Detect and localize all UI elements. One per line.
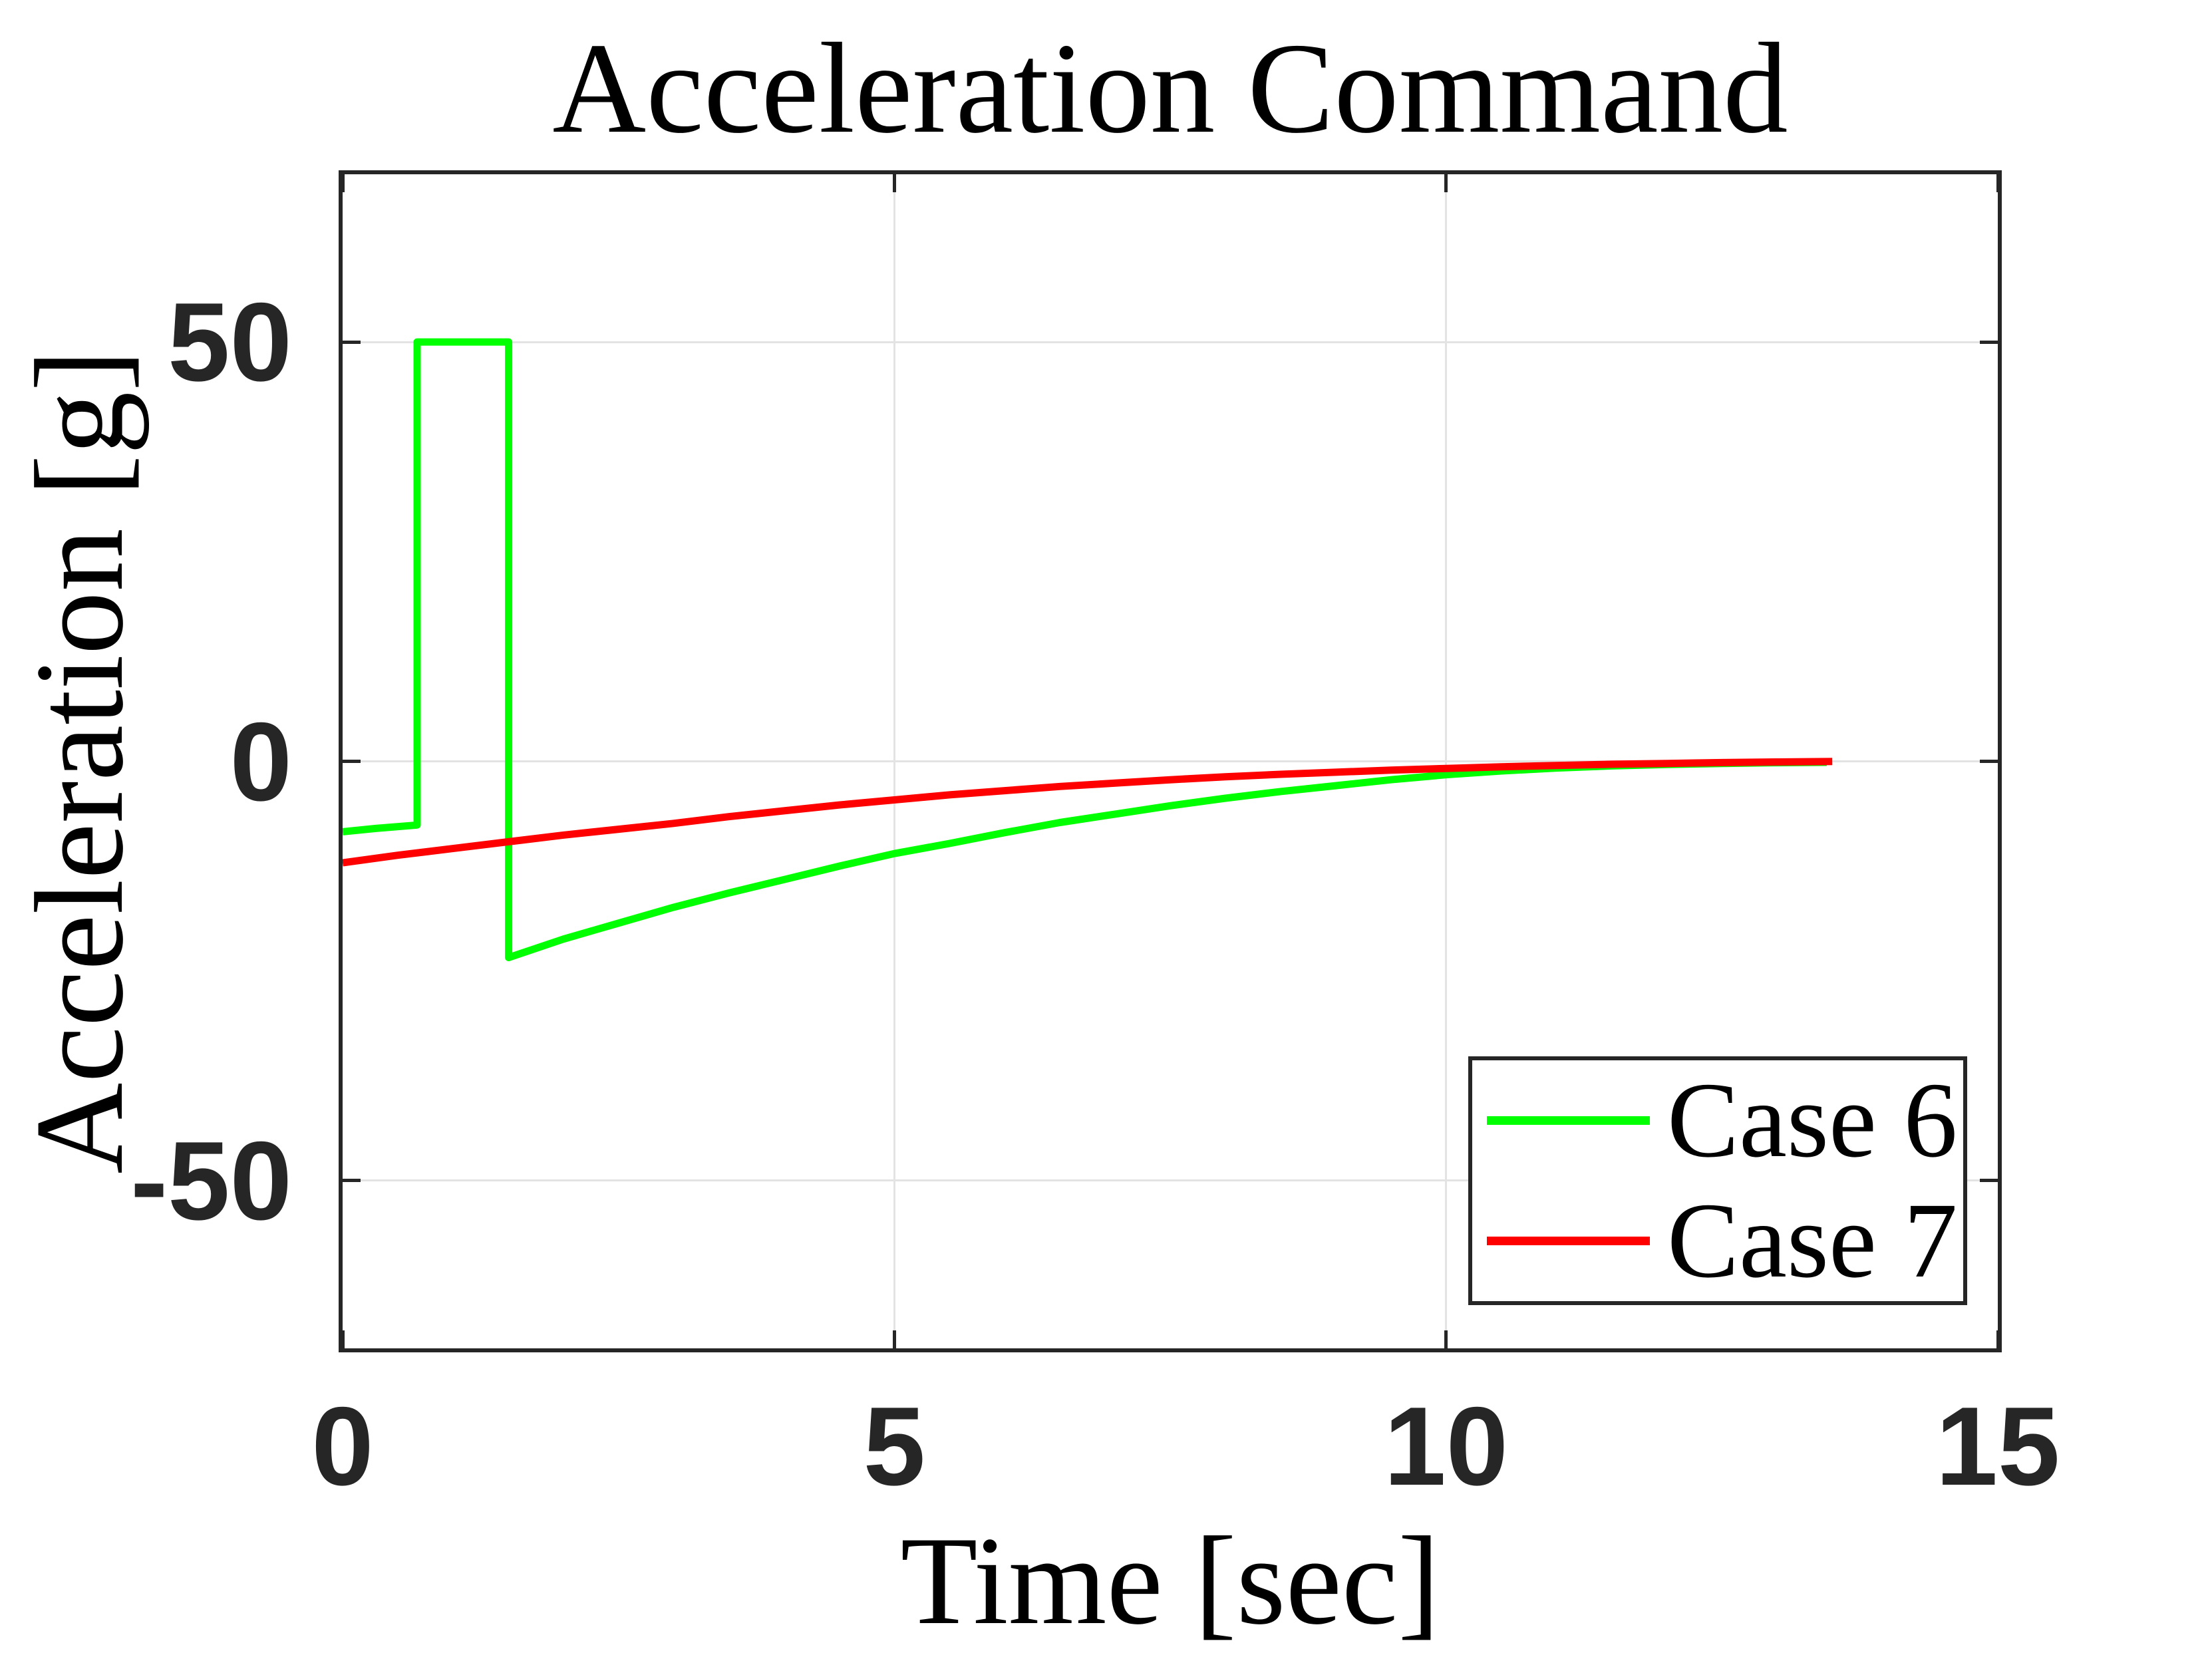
grid-layer	[343, 174, 1998, 1348]
x-tick-mark	[892, 174, 896, 192]
legend-row-case6: Case 6	[1472, 1060, 1963, 1180]
legend-row-case7: Case 7	[1472, 1187, 1963, 1295]
x-tick-label: 10	[1384, 1384, 1509, 1509]
series-svg	[343, 338, 1833, 961]
x-tick-mark	[1996, 1330, 2000, 1348]
plot-area	[339, 170, 2002, 1352]
legend-label-case6: Case 6	[1667, 1060, 1958, 1180]
x-tick-label: 5	[863, 1384, 926, 1509]
y-tick-mark	[1980, 760, 1998, 763]
legend-label-case7: Case 7	[1667, 1181, 1958, 1300]
x-tick-label: 15	[1935, 1384, 2060, 1509]
y-tick-label: -50	[130, 1118, 292, 1243]
y-tick-label: 50	[168, 279, 292, 405]
x-axis-label: Time [sec]	[900, 1511, 1440, 1651]
case-7-line	[343, 758, 1833, 867]
y-tick-mark	[343, 1179, 361, 1183]
case7-line-sample	[1487, 1237, 1650, 1245]
y-gridline	[343, 341, 1998, 343]
x-tick-label: 0	[311, 1384, 374, 1509]
chart-title: Acceleration Command	[552, 17, 1788, 160]
y-gridline	[343, 760, 1998, 762]
x-tick-mark	[341, 1330, 345, 1348]
x-tick-mark	[892, 1330, 896, 1348]
x-tick-mark	[1444, 174, 1448, 192]
y-tick-mark	[1980, 1179, 1998, 1183]
y-tick-mark	[343, 340, 361, 344]
x-tick-mark	[1444, 1330, 1448, 1348]
tick-layer	[341, 174, 2000, 1348]
case6-line-sample	[1487, 1116, 1650, 1125]
legend-box: Case 6 Case 7	[1468, 1056, 1967, 1305]
x-tick-mark	[341, 174, 345, 192]
y-gridline	[343, 1179, 1998, 1182]
y-tick-mark	[343, 760, 361, 763]
y-tick-label: 0	[230, 698, 292, 824]
y-tick-mark	[1980, 340, 1998, 344]
x-tick-mark	[1996, 174, 2000, 192]
